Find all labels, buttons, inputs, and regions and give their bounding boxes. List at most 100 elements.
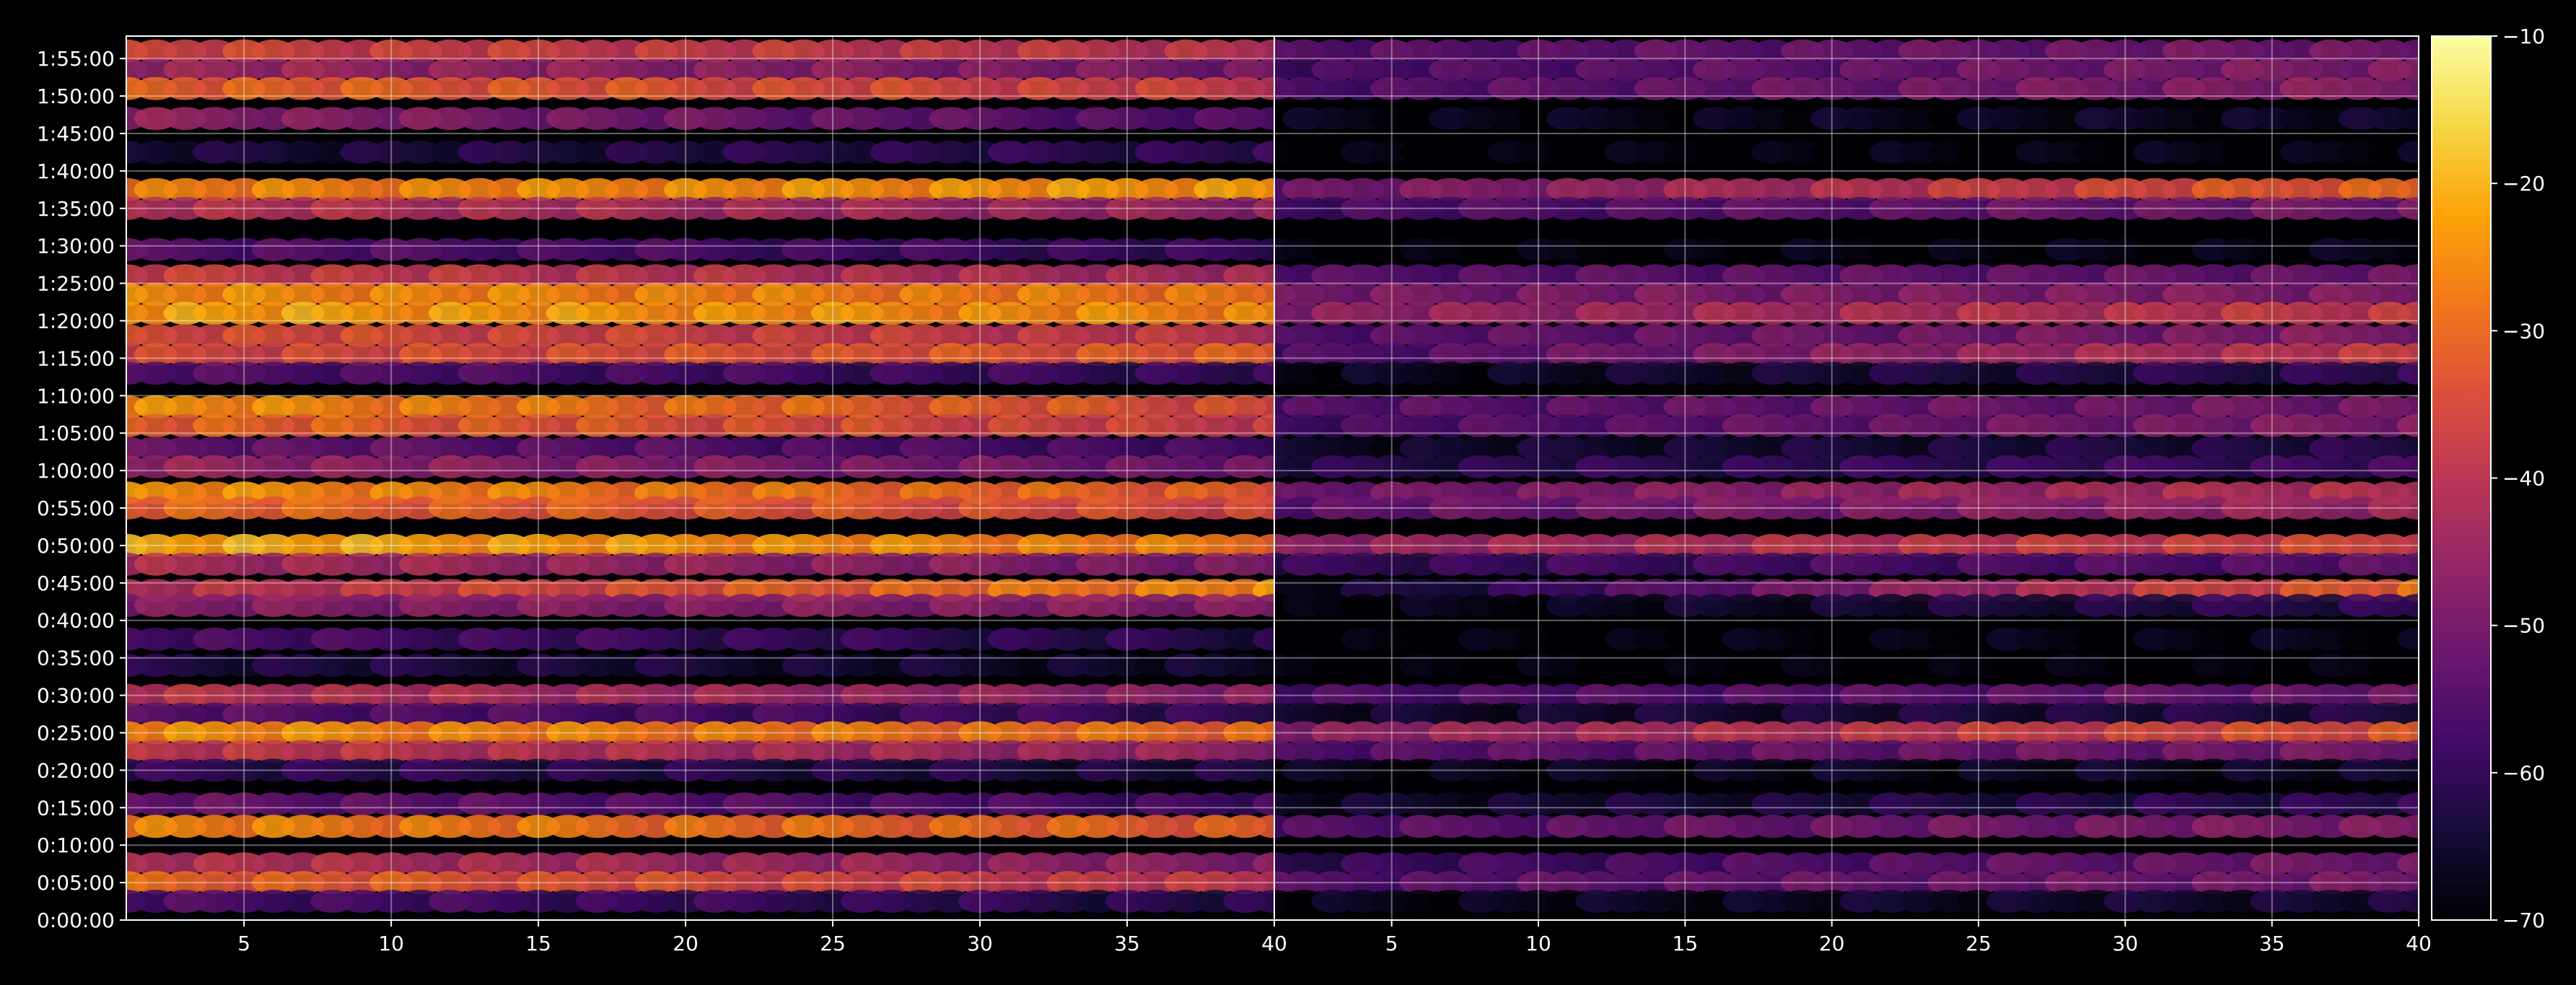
heatmap-band <box>1274 413 2419 437</box>
heatmap-cell <box>1253 343 1274 367</box>
heatmap-band <box>126 890 1274 913</box>
y-tick-label: 0:50:00 <box>37 534 115 558</box>
heatmap-cell <box>1253 683 1274 707</box>
heatmap-band <box>1274 758 2419 782</box>
y-axis: 0:00:00 0:05:00 0:10:00 0:15:00 0:20:00 0:25:… <box>37 47 126 932</box>
heatmap-band <box>126 264 1274 288</box>
heatmap-band <box>126 654 1274 677</box>
heatmap-band <box>126 758 1274 782</box>
y-tick-label: 1:55:00 <box>37 47 115 71</box>
heatmap-cell <box>1253 702 1274 726</box>
heatmap-cell <box>2397 324 2419 348</box>
heatmap-band <box>1274 395 2419 419</box>
heatmap-band <box>126 362 1274 385</box>
heatmap-cell <box>2397 283 2419 307</box>
x-tick-label: 10 <box>1525 932 1551 955</box>
heatmap-band <box>1274 792 2419 816</box>
heatmap-band <box>126 324 1274 348</box>
y-tick-label: 1:50:00 <box>37 84 115 108</box>
heatmap-band <box>1274 39 2419 63</box>
heatmap-band <box>126 702 1274 726</box>
x-tick-label: 35 <box>2259 932 2285 955</box>
heatmap-band <box>126 792 1274 816</box>
heatmap-cell <box>2397 196 2419 220</box>
heatmap-cell <box>1253 496 1274 520</box>
x-tick-label: 25 <box>1966 932 1992 955</box>
heatmap-cell <box>1253 58 1274 82</box>
heatmap-cell <box>2397 552 2419 576</box>
heatmap-band <box>1274 455 2419 478</box>
heatmap-cell <box>2397 702 2419 726</box>
y-tick-label: 1:40:00 <box>37 159 115 183</box>
heatmap-cell <box>2397 362 2419 385</box>
heatmap-cell <box>1253 594 1274 617</box>
heatmap-cell <box>1253 362 1274 385</box>
y-tick-label: 1:00:00 <box>37 459 115 483</box>
heatmap-band <box>126 237 1274 261</box>
y-tick-label: 0:20:00 <box>37 758 115 782</box>
heatmap-cell <box>2397 343 2419 367</box>
heatmap-band <box>1274 533 2419 557</box>
heatmap-band <box>1274 890 2419 913</box>
heatmap-cell <box>1253 283 1274 307</box>
heatmap-band <box>1274 627 2419 651</box>
heatmap-cell <box>1253 395 1274 419</box>
heatmap-band <box>1274 283 2419 307</box>
heatmap-band <box>1274 496 2419 520</box>
heatmap-cell <box>2397 496 2419 520</box>
heatmap-cell <box>1253 178 1274 201</box>
heatmap-cell <box>1253 413 1274 437</box>
heatmap-bands-left <box>126 39 1274 913</box>
heatmap-cell <box>1253 871 1274 895</box>
x-tick-label: 25 <box>820 932 846 955</box>
heatmap-cell <box>1253 324 1274 348</box>
heatmap-band <box>1274 196 2419 220</box>
heatmap-band <box>126 283 1274 307</box>
heatmap-band <box>1274 107 2419 131</box>
heatmap-cell <box>2397 107 2419 131</box>
heatmap-cell <box>1253 890 1274 913</box>
heatmap-cell <box>2397 740 2419 763</box>
heatmap-band <box>1274 871 2419 895</box>
y-tick-label: 1:25:00 <box>37 272 115 296</box>
heatmap-band <box>126 196 1274 220</box>
heatmap-cell <box>2397 683 2419 707</box>
heatmap-band <box>1274 324 2419 348</box>
heatmap-cell <box>2397 264 2419 288</box>
heatmap-cell <box>1253 792 1274 816</box>
heatmap-band <box>1274 343 2419 367</box>
heatmap-band <box>126 39 1274 63</box>
heatmap-cell <box>1253 455 1274 478</box>
colorbar-tick-label: −20 <box>2502 172 2545 196</box>
heatmap-cell <box>1253 758 1274 782</box>
heatmap-band <box>126 496 1274 520</box>
axes-frame-right <box>1274 35 2419 921</box>
colorbar-tick-label: −50 <box>2502 614 2545 638</box>
heatmap-cell <box>1253 437 1274 460</box>
heatmap-band <box>126 740 1274 763</box>
heatmap-band <box>1274 815 2419 839</box>
heatmap-band <box>1274 654 2419 677</box>
heatmap-cell <box>2397 58 2419 82</box>
x-tick-label: 40 <box>1261 932 1287 955</box>
colorbar-tick-label: −40 <box>2502 467 2545 491</box>
y-tick-label: 1:35:00 <box>37 197 115 221</box>
heatmap-cell <box>2397 455 2419 478</box>
heatmap-band <box>1274 237 2419 261</box>
heatmap-band <box>126 302 1274 325</box>
heatmap-cell <box>2397 852 2419 876</box>
y-tick-label: 1:05:00 <box>37 421 115 445</box>
heatmap-band <box>126 852 1274 876</box>
heatmap-band <box>126 413 1274 437</box>
heatmap-band <box>1274 702 2419 726</box>
y-tick-label: 0:05:00 <box>37 871 115 895</box>
heatmap-band <box>126 552 1274 576</box>
y-tick-label: 1:30:00 <box>37 235 115 258</box>
x-axis: 5 10 15 20 25 30 35 40 5 10 15 20 25 30 35 40 <box>237 920 2432 955</box>
heatmap-band <box>126 58 1274 82</box>
x-tick-label: 20 <box>1819 932 1845 955</box>
colorbar <box>2431 35 2492 921</box>
heatmap-cell <box>2397 890 2419 913</box>
heatmap-cell <box>1253 721 1274 745</box>
